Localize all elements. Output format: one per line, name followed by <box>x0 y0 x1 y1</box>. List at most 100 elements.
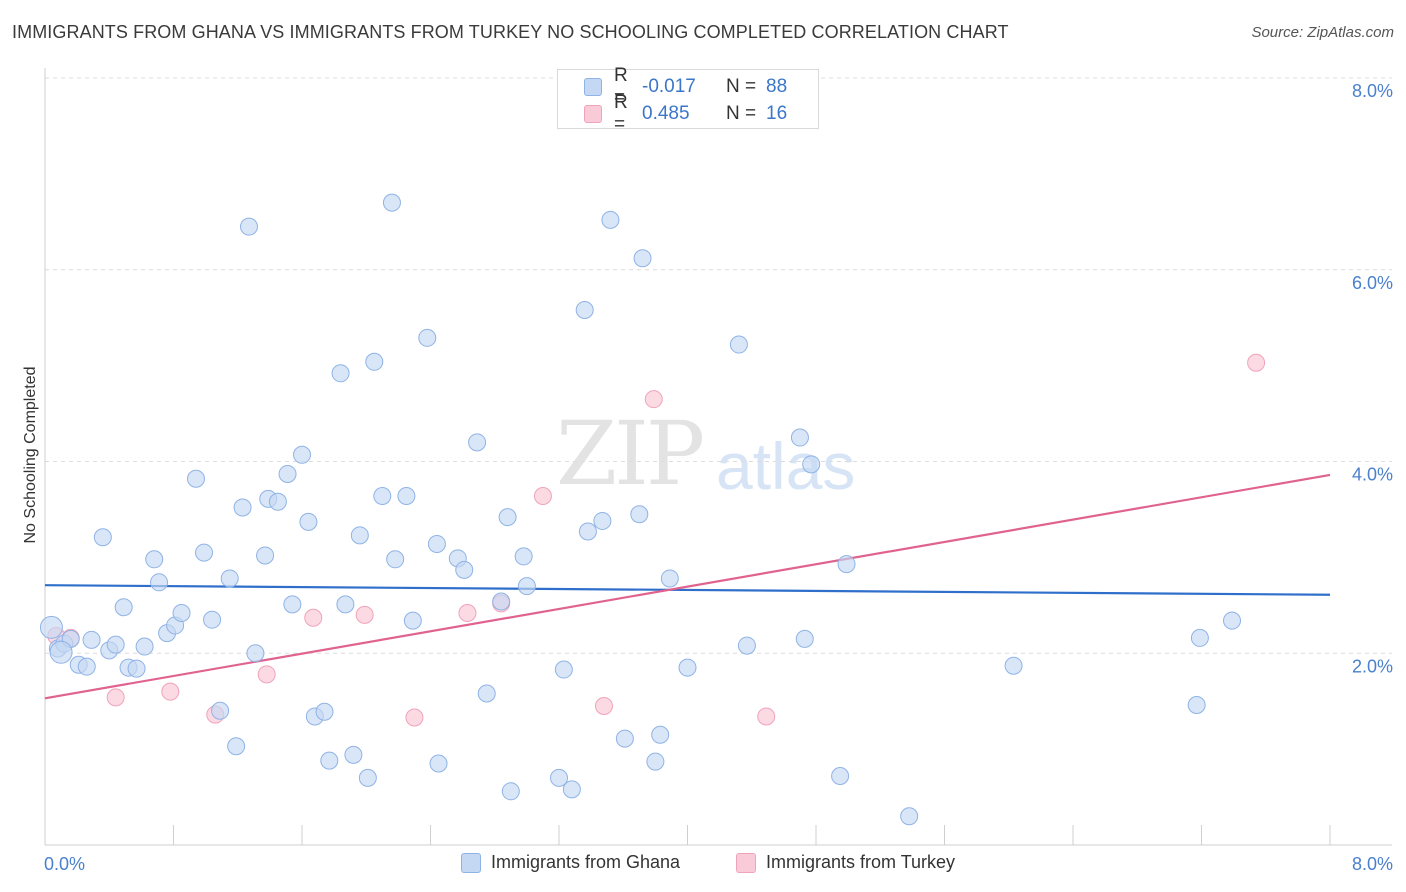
ghana-point <box>386 550 405 569</box>
ghana-point <box>365 352 384 371</box>
tick-labels: 2.0% 4.0% 6.0% 8.0% 0.0% 8.0% <box>44 81 1393 874</box>
ghana-point <box>350 526 369 545</box>
ghana-point <box>135 637 154 656</box>
ghana-point <box>429 754 448 773</box>
n-value: 16 <box>766 103 788 124</box>
ghana-point <box>77 657 96 676</box>
ghana-point <box>678 658 697 677</box>
ghana-point <box>837 555 856 574</box>
ghana-point <box>660 569 679 588</box>
ghana-point <box>39 615 63 639</box>
ghana-point <box>795 629 814 648</box>
ghana-swatch-icon <box>584 78 602 96</box>
ghana-point <box>737 636 756 655</box>
ghana-point <box>403 611 422 630</box>
watermark-zip: ZIP <box>556 402 705 505</box>
turkey-point <box>533 487 552 506</box>
ghana-point <box>49 640 73 664</box>
ghana-point <box>331 364 350 383</box>
ghana-point <box>802 455 821 474</box>
y-tick-label: 2.0% <box>1352 656 1393 676</box>
turkey-point <box>644 390 663 409</box>
ghana-point <box>186 469 205 488</box>
ghana-point <box>630 505 649 524</box>
ghana-point <box>729 335 748 354</box>
ghana-point <box>615 729 634 748</box>
turkey-point <box>594 696 613 715</box>
legend-label: Immigrants from Turkey <box>766 852 956 872</box>
ghana-point <box>498 508 517 527</box>
x-tick-label: 8.0% <box>1352 854 1393 874</box>
ghana-point <box>1187 696 1206 715</box>
legend-item-turkey[interactable]: Immigrants from Turkey <box>736 852 955 873</box>
ghana-point <box>293 445 311 464</box>
n-label: N = <box>726 76 757 97</box>
ghana-point <box>514 547 533 566</box>
ghana-point <box>239 217 258 236</box>
ghana-point <box>114 598 133 617</box>
series-legend: Immigrants from Ghana Immigrants from Tu… <box>0 852 1406 878</box>
ghana-point <box>1004 656 1023 675</box>
ghana-point <box>427 534 446 553</box>
ghana-trend-line <box>44 584 1331 596</box>
ghana-point <box>172 603 191 622</box>
ghana-point <box>106 635 125 654</box>
turkey-point <box>405 708 424 727</box>
y-axis-label: No Schooling Completed <box>22 366 39 544</box>
ghana-point <box>315 702 334 721</box>
y-tick-label: 4.0% <box>1352 465 1393 485</box>
ghana-point <box>633 249 652 268</box>
ghana-point <box>299 512 318 531</box>
r-label: R = <box>614 65 628 108</box>
legend-label: Immigrants from Ghana <box>491 852 681 872</box>
turkey-point <box>304 608 323 627</box>
ghana-point <box>554 660 573 679</box>
ghana-point <box>501 782 520 801</box>
ghana-point <box>562 780 581 799</box>
ghana-point <box>150 573 169 592</box>
ghana-point <box>256 546 275 565</box>
y-tick-label: 6.0% <box>1352 273 1393 293</box>
ghana-point <box>550 768 568 787</box>
ghana-point <box>593 511 612 530</box>
ghana-swatch-icon <box>461 852 481 873</box>
y-tick-label: 8.0% <box>1352 81 1393 101</box>
ghana-point <box>382 193 401 212</box>
ghana-point <box>283 595 302 614</box>
ghana-point <box>646 752 665 771</box>
ghana-point <box>268 492 287 511</box>
ghana-point <box>203 610 222 629</box>
r-value: 0.485 <box>642 103 690 124</box>
r-value: -0.017 <box>642 76 696 97</box>
ghana-point <box>517 577 536 596</box>
legend-item-ghana[interactable]: Immigrants from Ghana <box>461 852 680 873</box>
ghana-point <box>831 766 850 785</box>
ghana-point <box>900 807 919 826</box>
ghana-point <box>233 498 252 517</box>
ghana-point <box>468 433 487 452</box>
legend-row-turkey: R = 0.485 N = 16 <box>584 92 788 135</box>
ghana-point <box>358 768 377 787</box>
grid-lines <box>45 77 1392 654</box>
ghana-point <box>344 745 363 764</box>
turkey-point <box>1247 353 1266 372</box>
ghana-point <box>82 630 101 649</box>
ghana-point <box>320 751 339 770</box>
ghana-point <box>578 522 597 541</box>
chart-title: IMMIGRANTS FROM GHANA VS IMMIGRANTS FROM… <box>12 22 1009 42</box>
ghana-point <box>790 428 809 447</box>
turkey-swatch-icon <box>584 105 602 123</box>
ghana-point <box>418 328 437 347</box>
ghana-point <box>145 550 164 569</box>
ghana-point <box>373 487 392 506</box>
r-label: R = <box>614 92 628 135</box>
x-tick-label: 0.0% <box>44 854 85 874</box>
turkey-point <box>757 707 776 726</box>
turkey-swatch-icon <box>736 852 756 873</box>
turkey-point <box>106 688 125 707</box>
ghana-point <box>397 487 416 506</box>
legend-row-ghana: R = -0.017 N = 88 <box>584 65 787 108</box>
turkey-point <box>161 682 180 701</box>
n-label: N = <box>726 103 757 124</box>
